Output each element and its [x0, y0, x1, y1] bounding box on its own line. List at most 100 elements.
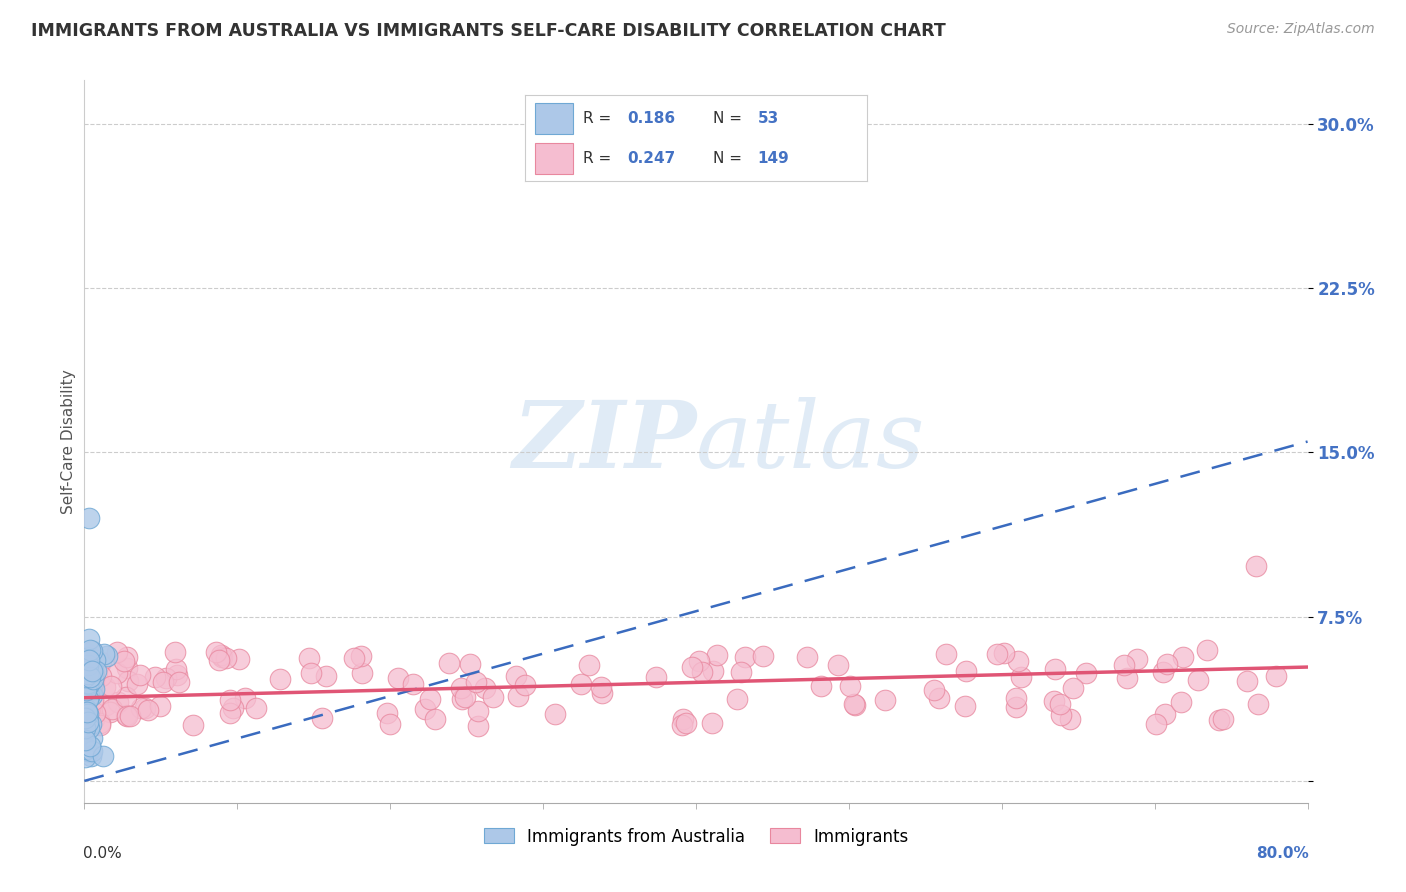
Text: 0.0%: 0.0% [83, 847, 122, 861]
Point [702, 664, 724, 678]
Point [1007, 654, 1029, 668]
Point [1062, 681, 1084, 695]
Point [467, 719, 489, 733]
Point [569, 676, 592, 690]
Point [101, 702, 124, 716]
Point [100, 679, 122, 693]
Point [82, 643, 104, 657]
Point [79, 670, 101, 684]
Point [84, 664, 107, 678]
Point [315, 669, 337, 683]
Point [1059, 712, 1081, 726]
Point [1045, 662, 1067, 676]
Point [83, 706, 105, 720]
Point [591, 686, 613, 700]
Point [928, 691, 950, 706]
Point [75, 741, 97, 756]
Point [115, 708, 138, 723]
Point [77, 689, 100, 703]
Point [690, 665, 713, 680]
Point [644, 670, 666, 684]
Point [454, 690, 477, 704]
Point [181, 718, 204, 732]
Point [80, 744, 103, 758]
Point [993, 646, 1015, 660]
Point [75, 683, 97, 698]
Point [79, 739, 101, 753]
Point [82, 693, 104, 707]
Point [167, 675, 190, 690]
Point [730, 665, 752, 679]
Point [725, 691, 748, 706]
Point [1197, 643, 1219, 657]
Point [1144, 717, 1167, 731]
Point [117, 708, 139, 723]
Point [112, 654, 135, 668]
Point [75, 648, 97, 663]
Point [98, 705, 121, 719]
Point [544, 706, 567, 721]
Point [1170, 695, 1192, 709]
Point [706, 648, 728, 662]
Point [734, 650, 756, 665]
Point [127, 676, 149, 690]
Point [1042, 694, 1064, 708]
Point [79, 658, 101, 673]
Point [842, 697, 865, 711]
Point [245, 701, 267, 715]
Point [1005, 700, 1028, 714]
Point [120, 709, 142, 723]
Point [222, 700, 245, 714]
Point [810, 679, 832, 693]
Point [1244, 559, 1267, 574]
Point [955, 664, 977, 678]
Point [482, 690, 505, 705]
Point [209, 648, 232, 663]
Point [165, 662, 187, 676]
Point [155, 671, 177, 685]
Point [77, 681, 100, 696]
Point [83, 712, 105, 726]
Point [1247, 697, 1270, 711]
Point [839, 680, 862, 694]
Point [75, 741, 97, 756]
Point [228, 652, 250, 666]
Point [233, 690, 256, 705]
Point [675, 716, 697, 731]
Point [1171, 650, 1194, 665]
Point [84, 653, 107, 667]
Point [75, 750, 97, 764]
Point [474, 681, 496, 695]
Point [350, 649, 373, 664]
Point [117, 673, 139, 688]
Point [578, 658, 600, 673]
Point [844, 698, 866, 712]
Point [1049, 697, 1071, 711]
Point [83, 678, 105, 692]
Point [75, 721, 97, 735]
Point [425, 712, 447, 726]
Point [77, 667, 100, 681]
Point [700, 716, 723, 731]
Point [76, 675, 98, 690]
Point [1187, 673, 1209, 687]
Point [1126, 652, 1149, 666]
Point [152, 675, 174, 690]
Point [89, 718, 111, 732]
Point [205, 645, 228, 659]
Point [129, 668, 152, 682]
Point [91, 749, 114, 764]
Point [93, 647, 115, 661]
Point [80, 665, 103, 679]
Legend: Immigrants from Australia, Immigrants: Immigrants from Australia, Immigrants [477, 821, 915, 852]
Point [75, 702, 97, 716]
Point [76, 744, 98, 758]
Point [219, 693, 242, 707]
Point [1074, 666, 1097, 681]
Point [134, 701, 156, 715]
Point [1156, 657, 1178, 672]
Point [76, 709, 98, 723]
Point [508, 689, 530, 703]
Point [76, 705, 98, 719]
Point [143, 670, 166, 684]
